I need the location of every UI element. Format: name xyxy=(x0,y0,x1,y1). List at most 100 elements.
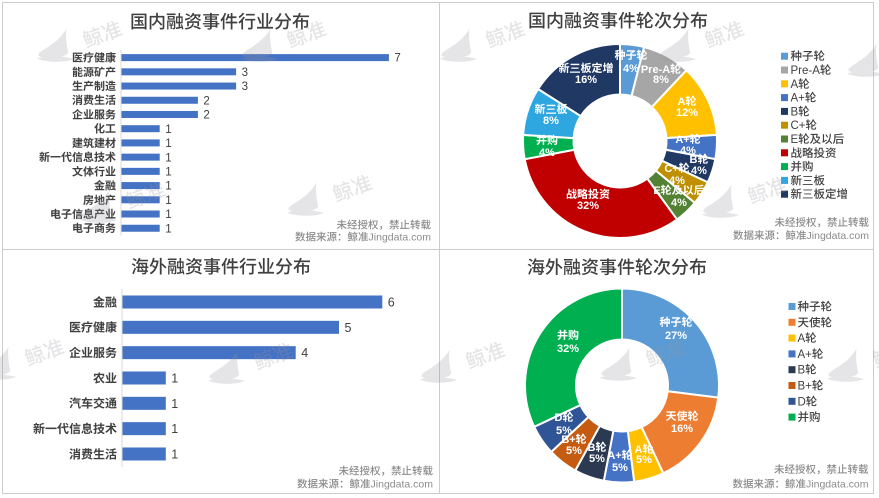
svg-text:3: 3 xyxy=(242,81,248,93)
svg-text:8%: 8% xyxy=(653,74,669,86)
svg-text:B轮: B轮 xyxy=(791,105,811,118)
svg-text:Pre-A轮: Pre-A轮 xyxy=(791,64,832,77)
svg-text:鲸准: 鲸准 xyxy=(463,339,508,373)
svg-text:数据来源：鲸准Jingdata.com: 数据来源：鲸准Jingdata.com xyxy=(297,479,433,491)
svg-text:战略投资: 战略投资 xyxy=(566,188,610,201)
svg-text:房地产: 房地产 xyxy=(83,194,116,207)
svg-text:金融: 金融 xyxy=(93,295,117,309)
svg-text:海外融资事件轮次分布: 海外融资事件轮次分布 xyxy=(527,258,707,278)
svg-text:16%: 16% xyxy=(671,423,693,435)
svg-text:未经授权，禁止转载: 未经授权，禁止转载 xyxy=(339,466,434,478)
svg-text:4%: 4% xyxy=(669,175,685,187)
svg-text:4%: 4% xyxy=(680,145,696,157)
svg-text:海外融资事件行业分布: 海外融资事件行业分布 xyxy=(131,257,311,277)
svg-text:5%: 5% xyxy=(636,454,652,466)
svg-text:企业服务: 企业服务 xyxy=(72,108,116,121)
svg-text:B轮: B轮 xyxy=(690,153,709,166)
svg-text:鲸准: 鲸准 xyxy=(330,172,375,206)
svg-text:消费生活: 消费生活 xyxy=(69,447,117,461)
svg-text:C+轮: C+轮 xyxy=(791,119,818,132)
svg-text:2: 2 xyxy=(203,110,209,122)
svg-text:种子轮: 种子轮 xyxy=(798,301,833,314)
svg-text:4%: 4% xyxy=(691,165,707,177)
svg-text:7: 7 xyxy=(394,53,400,65)
svg-text:鲸准: 鲸准 xyxy=(251,340,296,374)
svg-text:化工: 化工 xyxy=(94,123,116,136)
svg-text:新一代信息技术: 新一代信息技术 xyxy=(33,422,117,436)
svg-text:B+轮: B+轮 xyxy=(561,433,586,446)
svg-text:B轮: B轮 xyxy=(588,441,607,454)
svg-text:A轮: A轮 xyxy=(791,78,811,91)
svg-text:新三板: 新三板 xyxy=(791,174,826,187)
svg-text:种子轮: 种子轮 xyxy=(791,50,826,63)
svg-text:新一代信息技术: 新一代信息技术 xyxy=(39,151,116,164)
svg-text:未经授权，禁止转载: 未经授权，禁止转载 xyxy=(774,464,869,476)
svg-text:汽车交通: 汽车交通 xyxy=(69,397,117,411)
svg-text:B+轮: B+轮 xyxy=(798,380,824,393)
svg-text:C+轮: C+轮 xyxy=(664,162,689,175)
svg-text:1: 1 xyxy=(165,152,171,164)
svg-text:医疗健康: 医疗健康 xyxy=(72,52,116,65)
svg-text:种子轮: 种子轮 xyxy=(660,316,693,329)
svg-text:A+轮: A+轮 xyxy=(791,92,817,105)
svg-text:未经授权，禁止转载: 未经授权，禁止转载 xyxy=(337,220,432,232)
svg-text:文体行业: 文体行业 xyxy=(72,165,116,178)
svg-text:天使轮: 天使轮 xyxy=(666,410,699,423)
svg-text:5%: 5% xyxy=(612,462,628,474)
svg-text:并购: 并购 xyxy=(798,411,821,424)
svg-text:E轮及以后: E轮及以后 xyxy=(653,184,704,197)
svg-text:金融: 金融 xyxy=(94,180,116,193)
svg-text:企业服务: 企业服务 xyxy=(69,346,117,360)
svg-text:1: 1 xyxy=(171,397,178,411)
svg-text:战略投资: 战略投资 xyxy=(791,147,837,160)
svg-text:4%: 4% xyxy=(623,63,639,75)
svg-text:天使轮: 天使轮 xyxy=(798,316,833,329)
svg-text:1: 1 xyxy=(165,195,171,207)
svg-text:国内融资事件轮次分布: 国内融资事件轮次分布 xyxy=(528,11,708,31)
svg-text:鲸准: 鲸准 xyxy=(745,174,790,208)
svg-text:建筑建材: 建筑建材 xyxy=(72,137,116,150)
svg-text:A轮: A轮 xyxy=(678,95,697,108)
svg-text:1: 1 xyxy=(171,372,178,386)
svg-text:鲸准: 鲸准 xyxy=(483,18,528,52)
svg-text:1: 1 xyxy=(165,167,171,179)
svg-text:8%: 8% xyxy=(543,115,559,127)
svg-text:并购: 并购 xyxy=(791,161,814,174)
svg-text:5%: 5% xyxy=(566,445,582,457)
svg-text:1: 1 xyxy=(165,181,171,193)
svg-text:数据来源：鲸准Jingdata.com: 数据来源：鲸准Jingdata.com xyxy=(295,232,431,244)
svg-text:并购: 并购 xyxy=(536,134,558,147)
svg-text:1: 1 xyxy=(165,138,171,150)
svg-text:国内融资事件行业分布: 国内融资事件行业分布 xyxy=(130,12,310,32)
svg-text:1: 1 xyxy=(171,448,178,462)
svg-text:1: 1 xyxy=(171,422,178,436)
svg-text:27%: 27% xyxy=(665,330,687,342)
svg-text:1: 1 xyxy=(165,124,171,136)
svg-text:鲸准: 鲸准 xyxy=(870,338,879,372)
svg-text:新三板定增: 新三板定增 xyxy=(559,62,614,75)
svg-text:1: 1 xyxy=(165,209,171,221)
svg-text:12%: 12% xyxy=(676,107,698,119)
svg-text:32%: 32% xyxy=(577,200,599,212)
svg-text:6: 6 xyxy=(388,296,395,310)
svg-text:16%: 16% xyxy=(575,74,597,86)
svg-text:电子信息产业: 电子信息产业 xyxy=(50,208,116,221)
svg-text:新三板: 新三板 xyxy=(535,103,568,116)
svg-text:鲸准: 鲸准 xyxy=(702,18,747,52)
svg-text:医疗健康: 医疗健康 xyxy=(69,321,117,335)
svg-text:A+轮: A+轮 xyxy=(607,449,632,462)
svg-text:消费生活: 消费生活 xyxy=(72,94,116,107)
svg-text:A+轮: A+轮 xyxy=(798,348,824,361)
svg-text:能源矿产: 能源矿产 xyxy=(72,66,116,79)
svg-text:4%: 4% xyxy=(539,147,555,159)
svg-text:1: 1 xyxy=(165,223,171,235)
svg-text:生产制造: 生产制造 xyxy=(72,80,116,93)
svg-text:2: 2 xyxy=(203,95,209,107)
svg-text:D轮: D轮 xyxy=(798,395,818,408)
svg-text:种子轮: 种子轮 xyxy=(615,49,648,62)
svg-text:3: 3 xyxy=(242,67,248,79)
svg-text:A+轮: A+轮 xyxy=(675,133,700,146)
svg-text:32%: 32% xyxy=(557,343,579,355)
svg-text:Pre-A轮: Pre-A轮 xyxy=(641,63,681,76)
svg-text:农业: 农业 xyxy=(93,371,117,385)
